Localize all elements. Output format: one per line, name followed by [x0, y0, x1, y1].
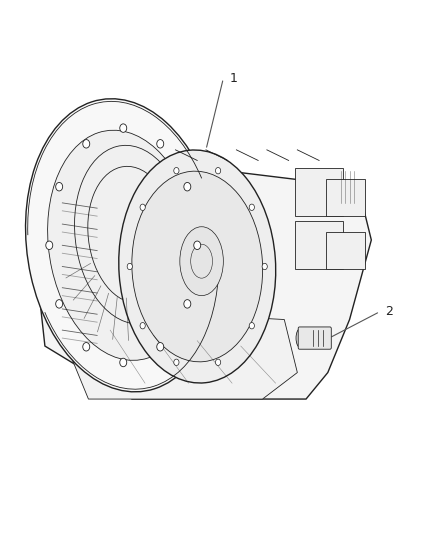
FancyBboxPatch shape	[295, 221, 343, 269]
Circle shape	[56, 182, 63, 191]
FancyBboxPatch shape	[298, 327, 331, 349]
Circle shape	[120, 124, 127, 132]
Circle shape	[127, 263, 132, 270]
Circle shape	[157, 140, 164, 148]
Ellipse shape	[25, 99, 221, 392]
Circle shape	[249, 322, 254, 329]
Ellipse shape	[119, 150, 276, 383]
Text: 2: 2	[385, 305, 393, 318]
Circle shape	[83, 140, 90, 148]
Circle shape	[140, 322, 145, 329]
Circle shape	[174, 359, 179, 366]
Circle shape	[184, 300, 191, 308]
Polygon shape	[36, 160, 371, 399]
Circle shape	[194, 241, 201, 249]
Circle shape	[46, 241, 53, 249]
Polygon shape	[53, 309, 297, 399]
Circle shape	[120, 358, 127, 367]
Circle shape	[184, 182, 191, 191]
Circle shape	[215, 167, 221, 174]
Circle shape	[157, 343, 164, 351]
Circle shape	[215, 359, 221, 366]
FancyBboxPatch shape	[325, 179, 365, 216]
Circle shape	[56, 300, 63, 308]
Ellipse shape	[296, 328, 305, 348]
Ellipse shape	[48, 130, 199, 360]
Circle shape	[140, 204, 145, 211]
FancyBboxPatch shape	[325, 232, 365, 269]
Circle shape	[262, 263, 267, 270]
Text: 1: 1	[230, 72, 238, 85]
FancyBboxPatch shape	[295, 168, 343, 216]
Circle shape	[83, 343, 90, 351]
Circle shape	[174, 167, 179, 174]
Ellipse shape	[180, 227, 223, 296]
Circle shape	[249, 204, 254, 211]
Ellipse shape	[132, 171, 263, 362]
